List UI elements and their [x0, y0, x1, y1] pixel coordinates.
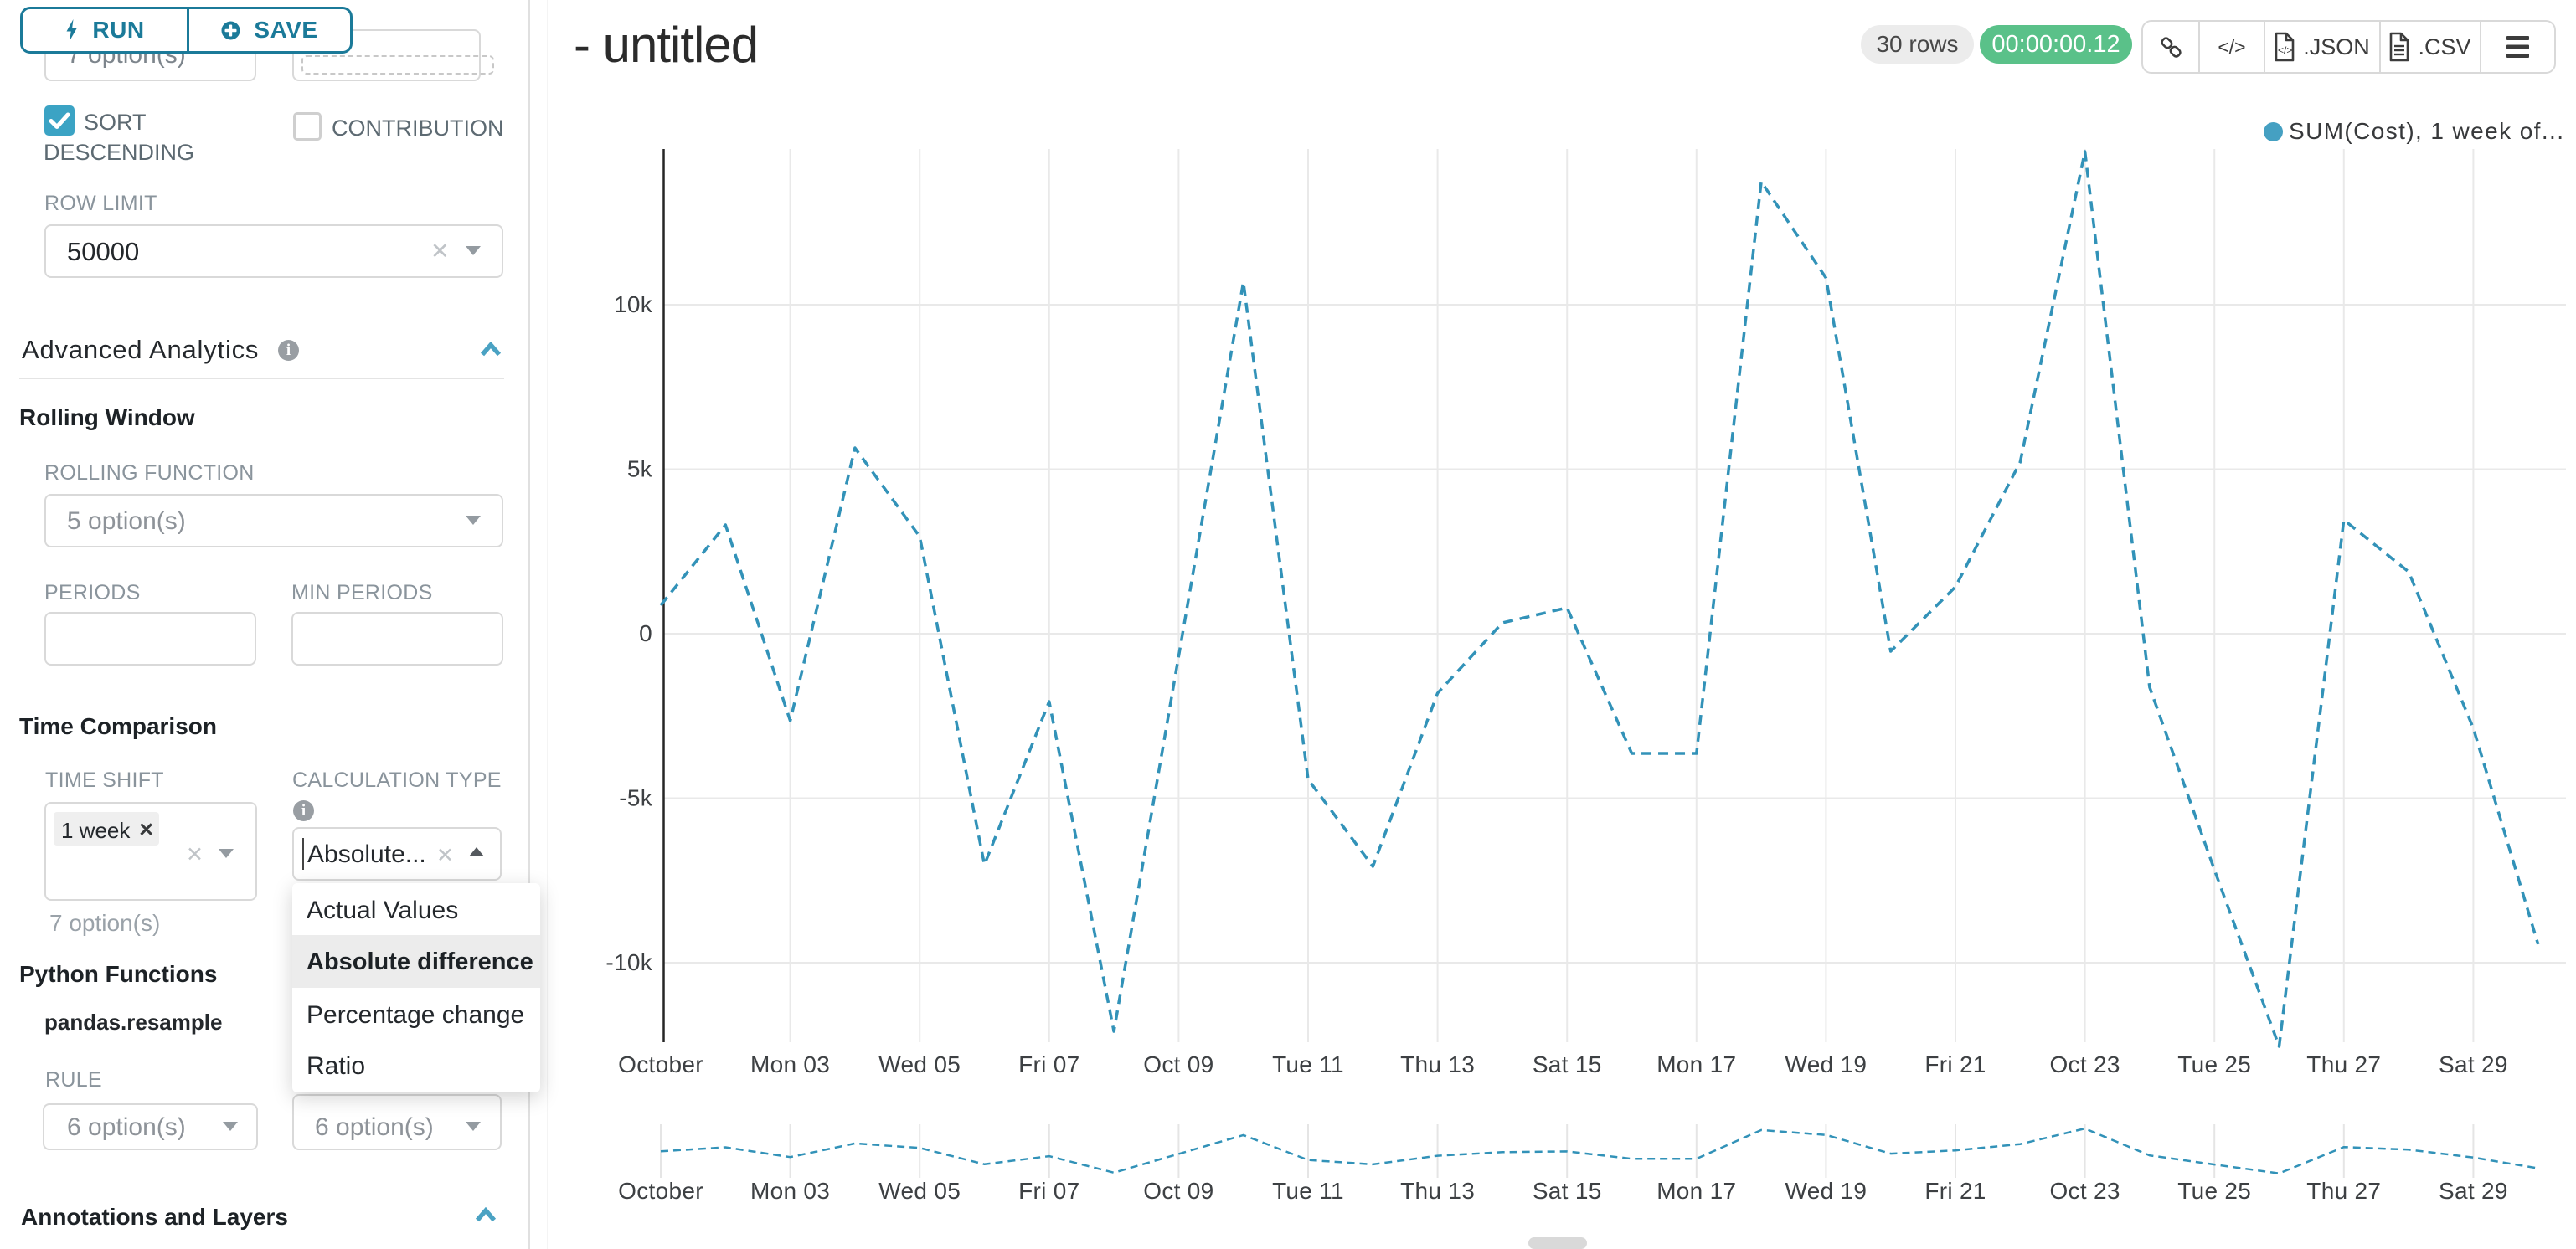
svg-text:Wed 05: Wed 05	[878, 1178, 961, 1204]
svg-text:Fri 21: Fri 21	[1924, 1178, 1986, 1204]
svg-text:Sat 15: Sat 15	[1533, 1051, 1602, 1077]
svg-text:Sat 15: Sat 15	[1533, 1178, 1602, 1204]
svg-text:Fri 21: Fri 21	[1924, 1051, 1986, 1077]
svg-text:Mon 03: Mon 03	[750, 1051, 830, 1077]
svg-text:-5k: -5k	[619, 785, 652, 811]
svg-text:October: October	[618, 1178, 703, 1204]
svg-text:Tue 25: Tue 25	[2177, 1051, 2251, 1077]
svg-text:Mon 17: Mon 17	[1656, 1051, 1736, 1077]
svg-text:Thu 13: Thu 13	[1400, 1178, 1475, 1204]
svg-text:Tue 11: Tue 11	[1272, 1178, 1344, 1204]
svg-text:0: 0	[639, 620, 652, 646]
svg-text:Sat 29: Sat 29	[2439, 1178, 2508, 1204]
svg-text:-10k: -10k	[605, 949, 652, 975]
svg-text:Wed 19: Wed 19	[1785, 1178, 1868, 1204]
svg-text:Tue 11: Tue 11	[1272, 1051, 1344, 1077]
svg-text:Fri 07: Fri 07	[1018, 1178, 1079, 1204]
svg-text:Oct 09: Oct 09	[1143, 1051, 1213, 1077]
svg-text:5k: 5k	[627, 456, 653, 482]
svg-text:</>: </>	[2278, 44, 2292, 56]
svg-text:Thu 27: Thu 27	[2306, 1051, 2381, 1077]
svg-text:Tue 25: Tue 25	[2177, 1178, 2251, 1204]
svg-text:Wed 05: Wed 05	[878, 1051, 961, 1077]
svg-text:Fri 07: Fri 07	[1018, 1051, 1079, 1077]
svg-text:Sat 29: Sat 29	[2439, 1051, 2508, 1077]
svg-text:Mon 03: Mon 03	[750, 1178, 830, 1204]
svg-text:Oct 23: Oct 23	[2049, 1178, 2120, 1204]
svg-text:Thu 13: Thu 13	[1400, 1051, 1475, 1077]
svg-text:Thu 27: Thu 27	[2306, 1178, 2381, 1204]
svg-text:Oct 23: Oct 23	[2049, 1051, 2120, 1077]
svg-text:Oct 09: Oct 09	[1143, 1178, 1213, 1204]
svg-text:10k: 10k	[614, 291, 653, 317]
svg-text:October: October	[618, 1051, 703, 1077]
svg-text:Wed 19: Wed 19	[1785, 1051, 1868, 1077]
svg-text:Mon 17: Mon 17	[1656, 1178, 1736, 1204]
